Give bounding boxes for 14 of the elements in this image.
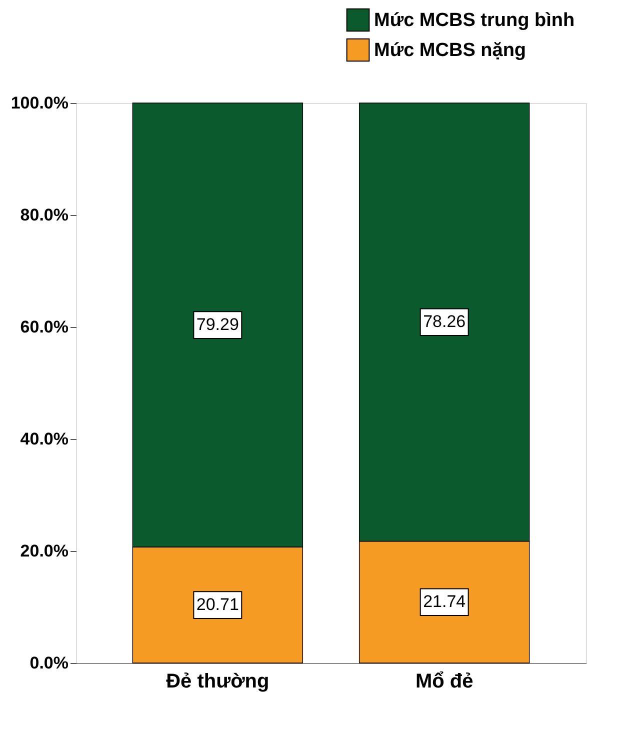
x-tick-label: Đẻ thường [166,670,270,692]
data-label: 79.29 [196,315,239,334]
data-label: 20.71 [196,595,239,614]
y-tick-label: 20.0% [20,542,68,560]
y-tick-label: 80.0% [20,206,68,224]
x-tick-label: Mổ đẻ [415,670,474,692]
data-label: 21.74 [423,592,466,612]
y-tick-label: 40.0% [20,430,68,448]
data-label: 78.26 [423,312,466,332]
legend-label: Mức MCBS trung bình [374,10,575,31]
y-tick-label: 100.0% [10,94,68,112]
y-tick-label: 60.0% [20,318,68,336]
y-tick-label: 0.0% [30,654,68,672]
legend-label: Mức MCBS nặng [374,40,526,61]
